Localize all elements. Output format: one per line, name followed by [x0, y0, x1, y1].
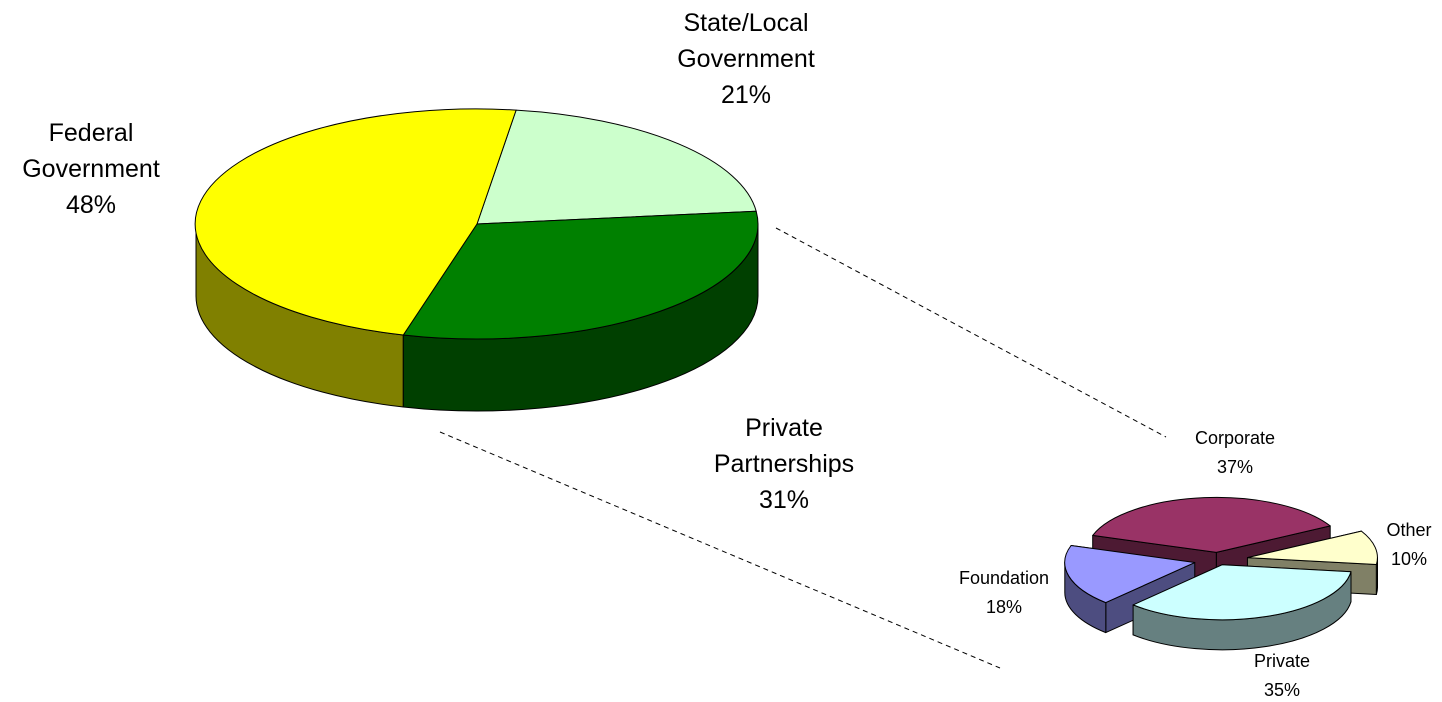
connector-line-2	[439, 431, 1001, 669]
private-partnerships-label: Private Partnerships 31%	[714, 414, 854, 514]
other-slice	[1246, 530, 1378, 565]
connector-line-1	[775, 227, 1167, 438]
secondary-pie	[1064, 496, 1378, 651]
foundation-slice	[1064, 545, 1196, 604]
state-local-government-slice	[476, 109, 757, 225]
private-slice	[1132, 564, 1352, 621]
other-label: Other 10%	[1386, 520, 1431, 569]
slice-labels: State/Local Government 21% Private Partnersh…	[22, 9, 1431, 700]
corporate-label: Corporate 37%	[1195, 428, 1275, 477]
foundation-label: Foundation 18%	[959, 568, 1049, 617]
state-local-government-label: State/Local Government 21%	[677, 9, 815, 109]
corporate-slice	[1092, 496, 1331, 553]
connector-lines	[439, 227, 1167, 669]
private-partnerships-slice	[402, 210, 759, 340]
private-label: Private 35%	[1254, 651, 1310, 700]
federal-government-slice	[194, 108, 517, 336]
federal-government-label: Federal Government 48%	[22, 119, 160, 219]
main-pie	[194, 108, 759, 412]
